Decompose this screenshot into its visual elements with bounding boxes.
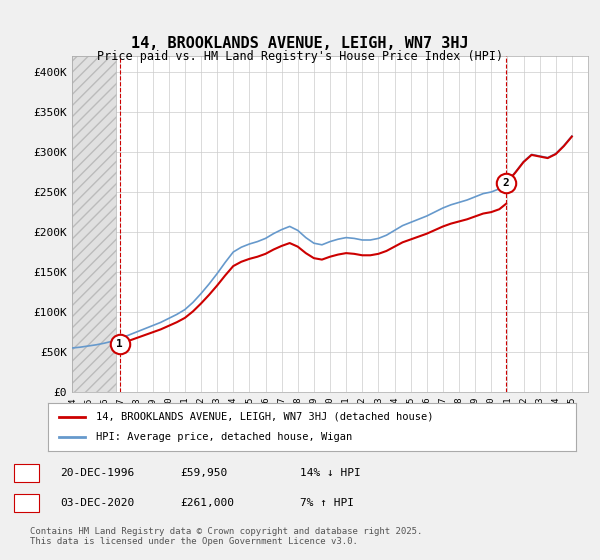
Text: 7% ↑ HPI: 7% ↑ HPI <box>300 498 354 508</box>
Text: 20-DEC-1996: 20-DEC-1996 <box>60 468 134 478</box>
Bar <box>72 56 116 392</box>
Text: 14, BROOKLANDS AVENUE, LEIGH, WN7 3HJ (detached house): 14, BROOKLANDS AVENUE, LEIGH, WN7 3HJ (d… <box>95 412 433 422</box>
Text: 2: 2 <box>503 178 509 188</box>
Text: £261,000: £261,000 <box>180 498 234 508</box>
Text: 1: 1 <box>116 339 123 349</box>
Text: 14, BROOKLANDS AVENUE, LEIGH, WN7 3HJ: 14, BROOKLANDS AVENUE, LEIGH, WN7 3HJ <box>131 36 469 52</box>
Text: 1: 1 <box>23 468 30 478</box>
Text: £59,950: £59,950 <box>180 468 227 478</box>
Text: HPI: Average price, detached house, Wigan: HPI: Average price, detached house, Wiga… <box>95 432 352 442</box>
Text: 14% ↓ HPI: 14% ↓ HPI <box>300 468 361 478</box>
Text: 03-DEC-2020: 03-DEC-2020 <box>60 498 134 508</box>
Text: Contains HM Land Registry data © Crown copyright and database right 2025.
This d: Contains HM Land Registry data © Crown c… <box>30 526 422 546</box>
Text: 2: 2 <box>23 498 30 508</box>
Text: Price paid vs. HM Land Registry's House Price Index (HPI): Price paid vs. HM Land Registry's House … <box>97 50 503 63</box>
